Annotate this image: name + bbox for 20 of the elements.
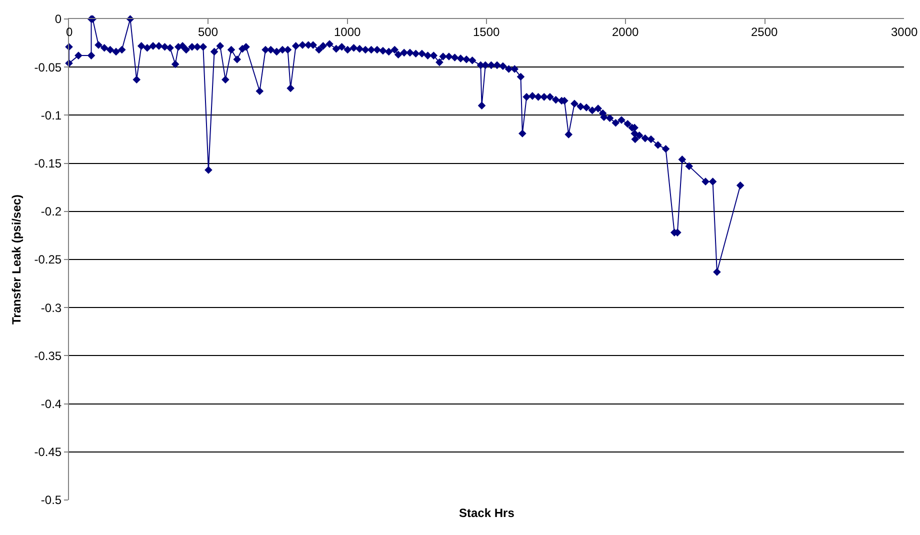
y-axis-title: Transfer Leak (psi/sec)	[10, 194, 24, 325]
y-tick-label: -0.25	[34, 252, 62, 267]
x-tick-label: 2000	[612, 25, 640, 39]
y-tick-label: -0.4	[40, 397, 62, 411]
x-tick-label: 1000	[334, 25, 362, 39]
x-tick-label: 0	[66, 25, 73, 39]
y-tick-label: -0.35	[34, 348, 62, 363]
x-tick-label: 500	[198, 25, 218, 39]
x-axis-title: Stack Hrs	[459, 506, 515, 520]
y-tick-label: -0.5	[40, 493, 62, 508]
y-tick-label: -0.3	[40, 300, 62, 315]
x-tick-label: 1500	[473, 25, 500, 39]
x-tick-label: 2500	[751, 25, 778, 39]
y-tick-label: -0.15	[34, 156, 62, 170]
y-tick-label: -0.1	[40, 108, 62, 122]
y-tick-label: -0.45	[34, 445, 62, 460]
x-tick-label: 3000	[891, 25, 918, 39]
y-tick-label: 0	[54, 12, 62, 26]
y-tick-label: -0.05	[34, 60, 62, 74]
y-tick-label: -0.2	[40, 204, 62, 219]
